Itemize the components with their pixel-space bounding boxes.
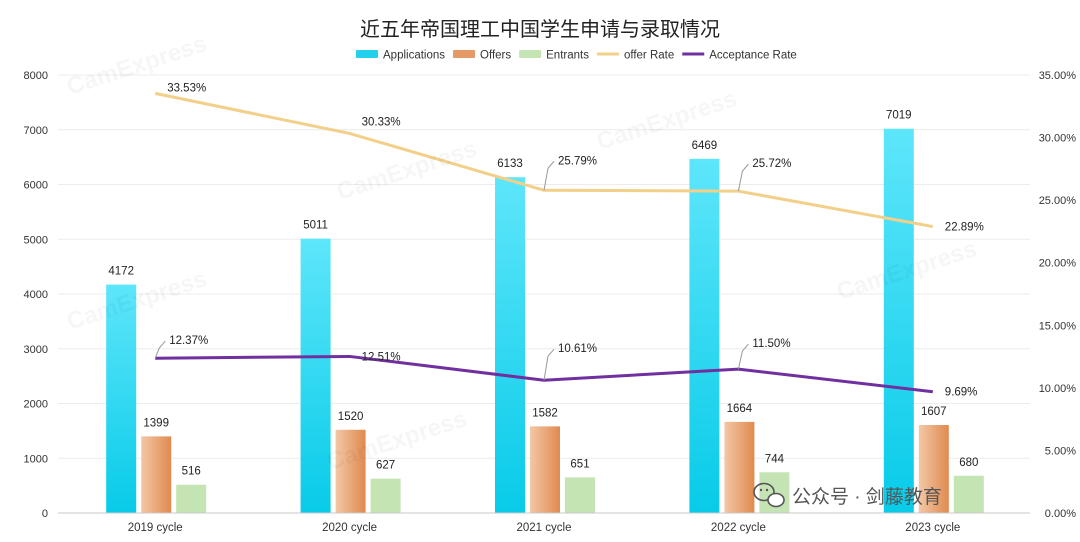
right-tick-label: 0.00% bbox=[1045, 508, 1076, 520]
legend-item: Applications bbox=[356, 50, 445, 62]
legend-swatch bbox=[519, 50, 542, 58]
left-axis: 0 1000 2000 3000 4000 5000 6000 7000 8000 bbox=[24, 70, 48, 520]
applications-value-label: 4172 bbox=[108, 266, 134, 278]
entrants-bar bbox=[370, 478, 401, 513]
offer-rate-value-label: 33.53% bbox=[167, 82, 206, 94]
acceptance-rate-value-label: 9.69% bbox=[945, 387, 978, 399]
x-tick-label: 2022 cycle bbox=[711, 522, 766, 534]
gridlines bbox=[58, 74, 1030, 459]
offer-rate-value-label: 22.89% bbox=[945, 222, 984, 234]
watermark: CamExpressCamExpressCamExpressCamExpress… bbox=[64, 85, 942, 508]
acceptance-rate-line bbox=[155, 354, 933, 394]
left-tick-label: 1000 bbox=[24, 453, 48, 465]
right-tick-label: 5.00% bbox=[1045, 445, 1076, 457]
right-axis: 0.00% 5.00% 10.00% 15.00% 20.00% 25.00% 30.00%… bbox=[1039, 70, 1077, 520]
right-tick-label: 30.00% bbox=[1039, 133, 1077, 145]
legend-label: Applications bbox=[383, 50, 445, 62]
entrants-bar bbox=[176, 484, 207, 513]
x-tick-label: 2019 cycle bbox=[128, 522, 183, 534]
right-tick-label: 35.00% bbox=[1039, 70, 1077, 82]
acceptance-rate-value-label: 11.50% bbox=[752, 338, 790, 350]
offers-value-label: 1520 bbox=[338, 411, 364, 423]
legend-item: Offers bbox=[453, 50, 511, 62]
watermark-brand: CamExpress bbox=[64, 265, 211, 336]
applications-bar bbox=[106, 284, 137, 513]
applications-value-label: 5011 bbox=[303, 220, 328, 232]
x-tick-label: 2021 cycle bbox=[517, 522, 572, 534]
legend-item: Acceptance Rate bbox=[682, 50, 797, 62]
legend-swatch bbox=[453, 50, 476, 58]
applications-value-label: 6469 bbox=[692, 140, 718, 152]
left-tick-label: 4000 bbox=[24, 289, 48, 301]
leader-line bbox=[737, 343, 749, 370]
watermark-brand: CamExpress bbox=[334, 135, 481, 206]
entrants-value-label: 680 bbox=[959, 457, 978, 469]
left-tick-label: 2000 bbox=[24, 399, 48, 411]
bar-series: 4172 5011 6133 6469 7019 1399 1520 1582 1664 1607… bbox=[106, 110, 984, 513]
x-axis: 2019 cycle 2020 cycle 2021 cycle 2022 cycle… bbox=[58, 512, 1030, 534]
offers-value-label: 1664 bbox=[727, 403, 753, 415]
legend-label: Acceptance Rate bbox=[709, 50, 797, 62]
wechat-icon bbox=[753, 482, 785, 508]
leader-line bbox=[154, 340, 166, 359]
left-tick-label: 3000 bbox=[24, 344, 48, 356]
leader-line bbox=[543, 348, 555, 381]
watermark-brand: CamExpress bbox=[594, 85, 741, 156]
offers-bar bbox=[530, 426, 560, 513]
applications-bar bbox=[883, 128, 914, 513]
offer-rate-value-label: 25.79% bbox=[558, 155, 597, 167]
offers-bar bbox=[141, 436, 172, 513]
applications-bar bbox=[495, 177, 525, 513]
offers-bar bbox=[335, 429, 366, 513]
offer-rate-line bbox=[154, 91, 934, 229]
left-tick-label: 6000 bbox=[24, 180, 48, 192]
legend-label: Entrants bbox=[546, 50, 589, 62]
applications-value-label: 6133 bbox=[497, 158, 523, 170]
left-tick-label: 8000 bbox=[24, 70, 48, 82]
legend-item: offer Rate bbox=[596, 50, 674, 62]
right-tick-label: 10.00% bbox=[1039, 383, 1077, 395]
line-series: 33.53% 30.33% 25.79% 25.72% 22.89% 12.37% 12.5… bbox=[154, 82, 984, 399]
right-tick-label: 15.00% bbox=[1039, 320, 1077, 332]
offer-rate-value-label: 30.33% bbox=[362, 116, 401, 128]
leader-line bbox=[737, 163, 749, 192]
acceptance-rate-value-label: 12.37% bbox=[169, 335, 208, 347]
legend-item: Entrants bbox=[519, 50, 589, 62]
left-tick-label: 0 bbox=[42, 508, 48, 520]
x-tick-label: 2023 cycle bbox=[905, 522, 960, 534]
legend-swatch bbox=[356, 50, 378, 58]
right-tick-label: 25.00% bbox=[1039, 195, 1077, 207]
applications-bar bbox=[300, 238, 331, 513]
leader-line bbox=[543, 160, 555, 191]
left-tick-label: 5000 bbox=[24, 234, 48, 246]
entrants-value-label: 516 bbox=[182, 466, 201, 478]
offers-value-label: 1607 bbox=[921, 406, 947, 418]
x-tick-label: 2020 cycle bbox=[322, 522, 377, 534]
legend-label: Offers bbox=[480, 50, 511, 62]
applications-bar bbox=[689, 158, 720, 513]
entrants-value-label: 744 bbox=[765, 453, 785, 465]
entrants-value-label: 627 bbox=[376, 460, 395, 472]
entrants-bar bbox=[565, 477, 595, 513]
acceptance-rate-value-label: 10.61% bbox=[558, 343, 597, 355]
applications-value-label: 7019 bbox=[886, 110, 912, 122]
legend-label: offer Rate bbox=[624, 50, 674, 62]
watermark-text: 公众号 · 剑藤教育 bbox=[792, 486, 942, 508]
entrants-value-label: 651 bbox=[570, 458, 589, 470]
entrants-bar bbox=[953, 475, 984, 513]
offers-value-label: 1399 bbox=[143, 417, 169, 429]
acceptance-rate-value-label: 12.51% bbox=[362, 351, 401, 363]
right-tick-label: 20.00% bbox=[1039, 258, 1077, 270]
offer-rate-value-label: 25.72% bbox=[752, 158, 791, 170]
left-tick-label: 7000 bbox=[24, 125, 48, 137]
offers-bar bbox=[918, 425, 949, 513]
offers-bar bbox=[724, 421, 755, 513]
offers-value-label: 1582 bbox=[532, 407, 558, 419]
chart-title: 近五年帝国理工中国学生申请与录取情况 bbox=[360, 17, 720, 41]
legend: Applications Offers Entrants offer Rate Acce… bbox=[356, 50, 797, 62]
